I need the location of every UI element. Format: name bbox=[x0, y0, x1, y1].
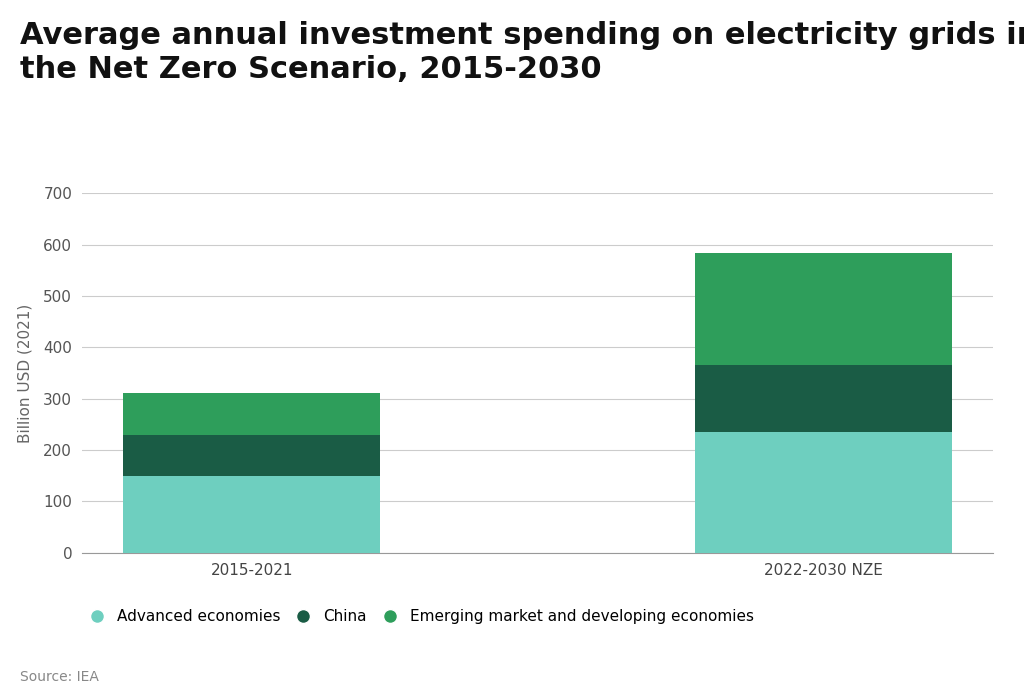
Bar bbox=[694, 366, 952, 432]
Y-axis label: Billion USD (2021): Billion USD (2021) bbox=[17, 303, 32, 443]
Bar bbox=[123, 435, 381, 476]
Bar bbox=[123, 476, 381, 553]
Bar bbox=[694, 432, 952, 553]
Text: Source: IEA: Source: IEA bbox=[20, 670, 99, 684]
Bar bbox=[694, 252, 952, 366]
Legend: Advanced economies, China, Emerging market and developing economies: Advanced economies, China, Emerging mark… bbox=[89, 609, 754, 624]
Text: Average annual investment spending on electricity grids in
the Net Zero Scenario: Average annual investment spending on el… bbox=[20, 21, 1024, 84]
Bar bbox=[123, 392, 381, 435]
